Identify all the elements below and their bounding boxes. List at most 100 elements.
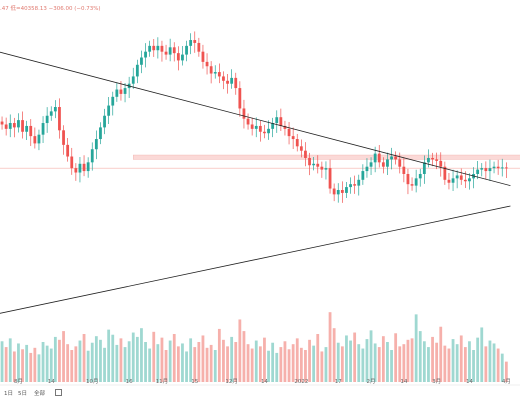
candle-body <box>74 168 78 173</box>
candle-body <box>488 168 492 172</box>
x-tick-label: 11月 <box>156 378 169 385</box>
volume-bar <box>279 347 283 382</box>
x-tick-label: 8月 <box>14 378 23 385</box>
candle-body <box>217 72 221 77</box>
candle-body <box>115 89 119 97</box>
candle-body <box>353 184 357 186</box>
candle-body <box>459 175 463 180</box>
timeframe-1d[interactable]: 1日 <box>4 391 13 397</box>
resistance-zone <box>133 154 520 160</box>
candle-body <box>263 131 266 134</box>
time-axis: 8月 14 10月 16 11月 15 12月 14 2022 17 2月 14 3月 14 4月 <box>0 378 520 386</box>
candle-body <box>176 53 180 61</box>
candle-body <box>168 47 172 55</box>
candle-body <box>123 88 127 94</box>
volume-bar <box>140 328 143 382</box>
volume-bar <box>66 344 70 382</box>
candle-body <box>398 159 402 167</box>
candle-body <box>271 123 275 129</box>
volume-bar <box>209 344 213 382</box>
volume-bar <box>414 314 418 382</box>
volume-bar <box>205 347 209 382</box>
x-tick-label: 3月 <box>432 378 441 385</box>
calendar-icon[interactable] <box>55 389 62 396</box>
candle-body <box>209 66 213 74</box>
candle-body <box>17 120 20 128</box>
candle-body <box>62 130 65 145</box>
volume-bar <box>0 341 4 382</box>
volume-bar <box>377 347 381 382</box>
candle-body <box>226 80 229 84</box>
volume-bar <box>123 347 127 382</box>
ohlc-readout: .47 低=40358.13 −306.00 (−0.73%) <box>0 6 101 12</box>
volume-bar <box>263 337 266 382</box>
candle-body <box>402 166 406 174</box>
candle-body <box>480 168 484 170</box>
candle-body <box>12 123 16 128</box>
candle-body <box>287 128 291 137</box>
volume-bar <box>164 350 168 382</box>
volume-bar <box>406 339 410 382</box>
volume-bar <box>8 338 12 382</box>
x-tick-label: 14 <box>261 379 268 385</box>
x-tick-label: 14 <box>48 379 55 385</box>
volume-bar <box>21 349 24 382</box>
candle-body <box>234 77 238 89</box>
candle-body <box>49 111 53 116</box>
volume-bar <box>398 346 402 382</box>
candle-body <box>119 89 123 94</box>
volume-bar <box>58 339 61 382</box>
candle-body <box>107 105 111 116</box>
volume-bar <box>148 348 152 382</box>
volume-bar <box>427 347 430 382</box>
volume-bar <box>41 342 45 382</box>
volume-bar <box>484 346 488 382</box>
candle-body <box>250 124 254 129</box>
volume-bar <box>345 335 348 382</box>
candle-body <box>463 179 467 182</box>
candle-body <box>316 163 320 167</box>
candle-body <box>427 157 430 163</box>
candle-body <box>160 45 164 52</box>
volume-bar <box>70 350 74 382</box>
candle-body <box>201 51 205 62</box>
volume-bar <box>492 343 496 382</box>
volume-bar <box>222 339 225 382</box>
volume-bar <box>291 344 295 382</box>
candle-body <box>0 121 4 125</box>
candle-body <box>238 88 242 109</box>
volume-bar <box>181 343 184 382</box>
candle-body <box>185 45 188 55</box>
candle-body <box>82 163 86 172</box>
volume-bar <box>451 339 455 382</box>
candle-body <box>8 123 12 129</box>
volume-bar <box>119 338 123 382</box>
candle-body <box>468 178 471 182</box>
candle-body <box>299 146 303 151</box>
volume-bar <box>275 352 279 382</box>
volume-bar <box>217 328 221 382</box>
candles <box>0 31 508 203</box>
timeframe-all[interactable]: 全部 <box>34 391 46 397</box>
volume-bar <box>144 342 147 382</box>
candle-body <box>476 169 480 174</box>
x-tick-label: 14 <box>400 379 407 385</box>
candle-body <box>369 162 373 167</box>
candle-body <box>324 168 328 170</box>
volume-bar <box>324 347 328 382</box>
timeframe-5d[interactable]: 5日 <box>18 391 27 397</box>
candle-body <box>45 115 49 124</box>
volume-bar <box>488 340 492 382</box>
volume-bar <box>246 344 250 382</box>
candle-body <box>29 125 33 137</box>
candle-body <box>390 156 393 160</box>
volume-bar <box>172 334 176 382</box>
volume-bar <box>340 346 344 382</box>
candle-body <box>349 184 352 188</box>
candle-body <box>254 125 258 129</box>
volume-bar <box>304 350 307 382</box>
candle-body <box>373 153 377 163</box>
volume-bar <box>115 344 119 382</box>
volume-bar <box>410 338 414 382</box>
